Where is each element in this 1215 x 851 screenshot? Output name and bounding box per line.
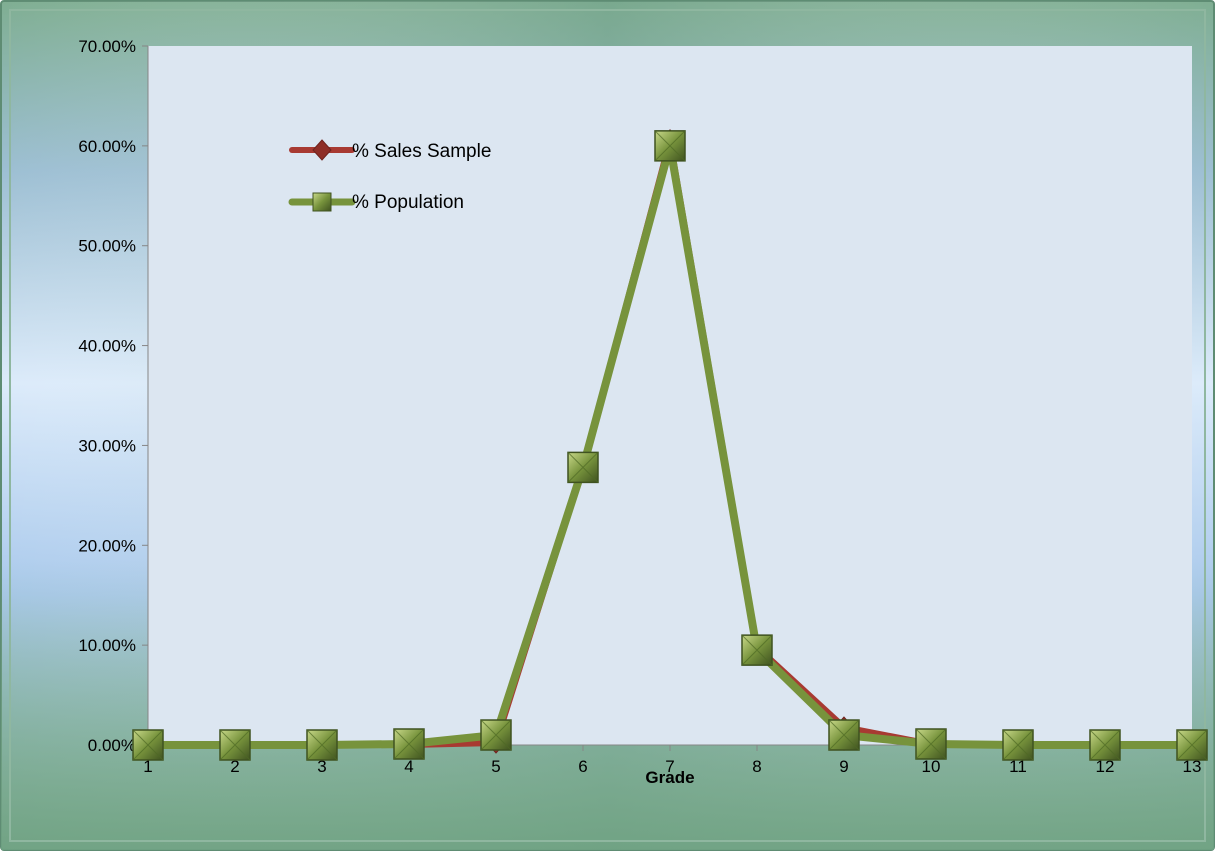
legend-item-population: % Population: [288, 192, 464, 213]
x-tick-label: 2: [230, 757, 239, 776]
x-tick-label: 6: [578, 757, 587, 776]
legend-item-sales-sample: % Sales Sample: [289, 139, 491, 162]
y-tick-label: 40.00%: [78, 337, 136, 356]
data-point-population: [132, 729, 164, 761]
y-tick-label: 30.00%: [78, 436, 136, 455]
data-point-population-bevel: [1176, 729, 1208, 761]
x-tick-label: 11: [1009, 757, 1027, 776]
legend-marker-sales-sample: [312, 139, 332, 161]
y-tick-label: 70.00%: [78, 37, 136, 56]
x-tick-label: 12: [1096, 757, 1115, 776]
x-tick-label: 13: [1183, 757, 1202, 776]
x-tick-label: 10: [922, 757, 941, 776]
y-tick-label: 60.00%: [78, 137, 136, 156]
data-point-population: [219, 729, 251, 761]
data-point-population: [1002, 729, 1034, 761]
data-point-population: [1089, 729, 1121, 761]
data-point-population-bevel: [306, 729, 338, 761]
x-tick-label: 7: [665, 757, 674, 776]
data-point-population: [741, 634, 773, 666]
data-point-population: [567, 451, 599, 484]
x-tick-label: 1: [143, 757, 152, 776]
data-point-population-bevel: [480, 719, 512, 751]
y-axis-ticks: 0.00% 10.00% 20.00% 30.00% 40.00% 50.00% 60.00…: [78, 37, 148, 755]
data-point-population: [828, 719, 860, 751]
data-point-population: [480, 719, 512, 751]
data-point-population-bevel: [567, 452, 599, 483]
x-tick-label: 5: [491, 757, 500, 776]
data-point-population-bevel: [915, 728, 947, 760]
data-point-population-bevel: [828, 719, 860, 751]
data-point-population-bevel: [393, 728, 425, 760]
x-tick-label: 3: [317, 757, 326, 776]
legend-label-sales-sample: % Sales Sample: [352, 141, 491, 162]
data-point-population-bevel: [132, 729, 164, 761]
data-point-population-bevel: [1089, 729, 1121, 761]
data-point-population-bevel: [654, 130, 686, 162]
y-tick-label: 0.00%: [88, 736, 136, 755]
data-point-population-bevel: [219, 729, 251, 761]
x-axis-ticks: 1 2 3 4 5 6 7 8 9 10 11 12 13: [143, 745, 1201, 776]
data-point-population: [306, 729, 338, 761]
chart-frame-inner-border: [9, 9, 1206, 842]
legend: % Sales Sample % Population: [288, 139, 491, 213]
x-tick-label: 8: [752, 757, 761, 776]
x-tick-label: 4: [404, 757, 413, 776]
data-point-population: [1176, 729, 1208, 761]
data-point-population: [915, 728, 947, 760]
data-point-population: [654, 130, 686, 162]
y-tick-label: 20.00%: [78, 536, 136, 555]
data-point-population-bevel: [741, 634, 773, 666]
data-point-population: [393, 728, 425, 760]
legend-marker-population: [312, 192, 332, 212]
y-tick-label: 50.00%: [78, 237, 136, 256]
data-point-population-bevel: [1002, 729, 1034, 761]
y-tick-label: 10.00%: [78, 636, 136, 655]
legend-label-population: % Population: [352, 192, 464, 213]
series-layer: [132, 129, 1208, 761]
x-axis-title: Grade: [645, 768, 694, 787]
x-tick-label: 9: [839, 757, 848, 776]
